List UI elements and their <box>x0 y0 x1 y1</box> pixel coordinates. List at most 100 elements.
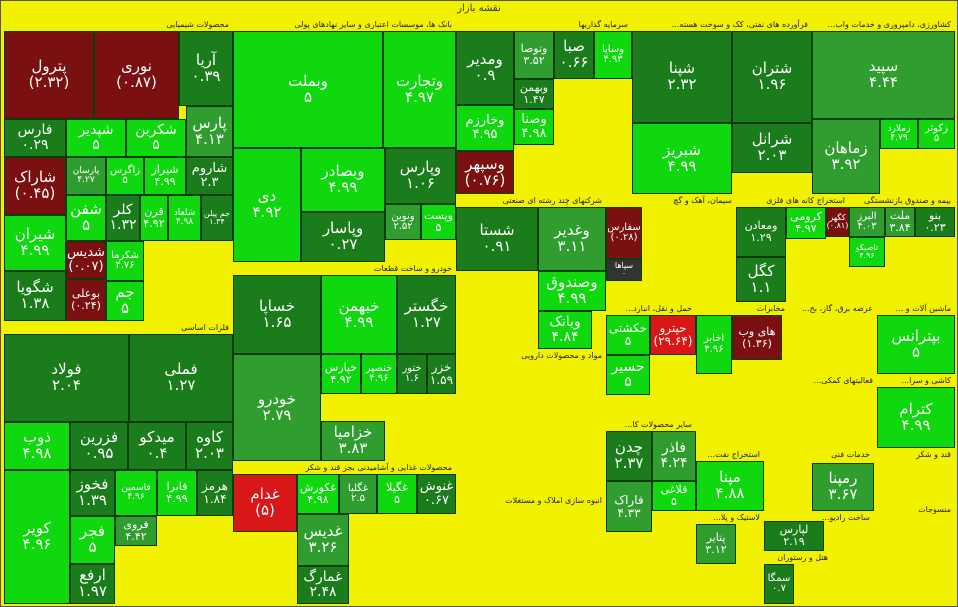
stock-tile[interactable]: خگستر ۱.۲۷ <box>397 275 456 354</box>
stock-tile[interactable]: فاسمین ۴.۹۶ <box>115 470 157 516</box>
stock-tile[interactable]: میدکو ۰.۴ <box>128 422 186 470</box>
stock-tile[interactable]: فاذر ۴.۲۴ <box>652 431 696 481</box>
stock-tile[interactable]: جم ۵ <box>106 281 144 321</box>
stock-tile[interactable]: ختور ۱.۶ <box>397 354 427 394</box>
stock-tile[interactable]: وبصادر ۴.۹۹ <box>301 148 385 212</box>
stock-tile[interactable]: شپدیر ۵ <box>66 119 126 157</box>
stock-tile[interactable]: شرانل ۲.۰۳ <box>732 123 812 173</box>
stock-tile[interactable]: شبریز ۴.۹۹ <box>632 123 732 194</box>
stock-tile[interactable]: های وب (۱.۳۶) <box>732 315 782 360</box>
stock-tile[interactable]: زاگرس ۵ <box>106 157 144 195</box>
stock-tile[interactable]: سپید ۴.۴۴ <box>812 31 955 119</box>
stock-tile[interactable]: زماهان ۳.۹۲ <box>812 119 880 194</box>
stock-tile[interactable]: وسپهر (۰.۷۶) <box>456 151 514 194</box>
stock-tile[interactable]: حکشتی ۵ <box>606 315 650 355</box>
stock-tile[interactable]: فارس ۰.۲۹ <box>4 119 66 157</box>
stock-tile[interactable]: نوری (۰.۸۷) <box>94 31 179 119</box>
stock-tile[interactable]: شلعاد ۴.۹۸ <box>168 195 201 241</box>
stock-tile[interactable]: پارس ۴.۱۳ <box>186 106 233 157</box>
stock-tile[interactable]: قرن ۴.۹۲ <box>140 195 168 241</box>
stock-tile[interactable]: وبهمن ۱.۴۷ <box>514 79 554 109</box>
stock-tile[interactable]: شگویا ۱.۳۸ <box>4 271 66 321</box>
stock-tile[interactable]: خزامیا ۳.۸۳ <box>321 421 385 461</box>
stock-tile[interactable]: کلر ۱.۳۲ <box>106 195 140 241</box>
stock-tile[interactable]: فجر ۵ <box>70 516 115 564</box>
stock-tile[interactable]: وخارزم ۴.۹۵ <box>456 105 514 151</box>
stock-tile[interactable]: وغدیر ۳.۱۱ <box>538 207 606 271</box>
stock-tile[interactable]: تاصیکو ۴.۹۶ <box>849 237 885 267</box>
stock-tile[interactable]: کگهر (۰.۸۱) <box>826 207 849 237</box>
stock-tile[interactable]: بوعلی (۰.۲۴) <box>66 279 106 321</box>
stock-tile[interactable]: زکوثر ۵ <box>918 119 955 149</box>
stock-tile[interactable]: وبانک ۴.۸۴ <box>538 311 592 349</box>
stock-tile[interactable]: دی ۴.۹۲ <box>233 148 301 262</box>
stock-tile[interactable]: وتجارت ۴.۹۷ <box>383 31 456 148</box>
stock-tile[interactable]: خبهمن ۴.۹۹ <box>321 275 397 354</box>
stock-tile[interactable]: کترام ۴.۹۹ <box>877 387 955 448</box>
stock-tile[interactable]: شتران ۱.۹۶ <box>732 31 812 123</box>
stock-tile[interactable]: ذوب ۴.۹۸ <box>4 422 70 470</box>
stock-tile[interactable]: فملی ۱.۲۷ <box>129 334 233 422</box>
stock-tile[interactable]: شکرما ۴.۷۶ <box>106 241 144 281</box>
stock-tile[interactable]: بنو ۰.۲۳ <box>915 207 955 237</box>
stock-tile[interactable]: خپارس ۴.۹۲ <box>321 354 361 394</box>
stock-tile[interactable]: البرز ۴.۰۳ <box>849 207 885 237</box>
stock-tile[interactable]: کرومی ۴.۹۷ <box>786 207 826 239</box>
stock-tile[interactable]: غنوش ۰.۶۷ <box>417 474 456 514</box>
stock-tile[interactable]: وصنا ۴.۹۸ <box>514 109 554 145</box>
stock-tile[interactable]: فابرا ۴.۹۹ <box>157 470 197 516</box>
stock-tile[interactable]: سمگا ۰.۷ <box>764 564 794 604</box>
stock-tile[interactable]: سپاها ۰ <box>606 259 642 281</box>
stock-tile[interactable]: شپنا ۲.۳۲ <box>632 31 732 123</box>
stock-tile[interactable]: کویر ۴.۹۶ <box>4 470 70 604</box>
stock-tile[interactable]: شیراز ۴.۹۹ <box>144 157 186 195</box>
stock-tile[interactable]: فزرین ۰.۹۵ <box>70 422 128 470</box>
stock-tile[interactable]: شاروم ۲.۳ <box>186 157 233 195</box>
stock-tile[interactable]: غمارگ ۲.۴۸ <box>297 566 349 604</box>
stock-tile[interactable]: شاراک (۰.۴۵) <box>4 157 66 215</box>
stock-tile[interactable]: کاوه ۲.۰۳ <box>186 422 233 470</box>
stock-tile[interactable]: وسایا ۴.۹۳ <box>594 31 632 79</box>
stock-tile[interactable]: وصندوق ۴.۹۹ <box>538 271 606 311</box>
stock-tile[interactable]: بپترانس ۵ <box>877 315 955 374</box>
stock-tile[interactable]: ومعادن ۱.۲۹ <box>736 207 786 257</box>
stock-tile[interactable]: جم پیلن ۱.۳۴ <box>201 195 233 241</box>
stock-tile[interactable]: ونوین ۲.۵۲ <box>385 204 421 240</box>
stock-tile[interactable]: غدام (۵) <box>233 474 297 532</box>
stock-tile[interactable]: غکورش ۴.۹۸ <box>297 474 339 514</box>
stock-tile[interactable]: ملت ۳.۸۴ <box>885 207 915 237</box>
stock-tile[interactable]: چدن ۲.۳۷ <box>606 431 652 481</box>
stock-tile[interactable]: آریا ۰.۳۹ <box>179 31 233 106</box>
stock-tile[interactable]: رمپنا ۳.۶۷ <box>812 463 874 511</box>
stock-tile[interactable]: شستا ۰.۹۱ <box>456 207 538 271</box>
stock-tile[interactable]: غگیلا ۵ <box>377 474 417 514</box>
stock-tile[interactable]: فخوز ۱.۳۹ <box>70 470 115 516</box>
stock-tile[interactable]: شفن ۵ <box>66 195 106 241</box>
stock-tile[interactable]: شدیس (۰.۰۷) <box>66 241 106 279</box>
stock-tile[interactable]: خساپا ۱.۶۵ <box>233 275 321 354</box>
stock-tile[interactable]: خزر ۱.۵۹ <box>427 354 456 394</box>
stock-tile[interactable]: مپنا ۴.۸۸ <box>696 461 764 511</box>
stock-tile[interactable]: غدیس ۳.۲۶ <box>297 514 349 566</box>
stock-tile[interactable]: پترول (۲.۳۲) <box>4 31 94 119</box>
stock-tile[interactable]: ارفع ۱.۹۷ <box>70 564 115 604</box>
stock-tile[interactable]: حسیر ۵ <box>606 355 650 395</box>
stock-tile[interactable]: خنصیر ۴.۹۶ <box>361 354 397 394</box>
stock-tile[interactable]: وپارس ۱.۰۶ <box>385 148 456 204</box>
stock-tile[interactable]: ومدیر ۰.۹ <box>456 31 514 105</box>
stock-tile[interactable]: فروی ۴.۴۲ <box>115 516 157 546</box>
stock-tile[interactable]: لپارس ۲.۱۹ <box>764 521 824 551</box>
stock-tile[interactable]: فولاد ۲.۰۴ <box>4 334 129 422</box>
stock-tile[interactable]: فاراک ۴.۳۳ <box>606 481 652 532</box>
stock-tile[interactable]: کگل ۱.۱ <box>736 257 786 302</box>
stock-tile[interactable]: وتوصا ۳.۵۲ <box>514 31 554 79</box>
stock-tile[interactable]: غگلپا ۲.۵ <box>339 474 377 514</box>
stock-tile[interactable]: خودرو ۲.۷۹ <box>233 354 321 461</box>
stock-tile[interactable]: صبا ۰.۶۶ <box>554 31 594 79</box>
stock-tile[interactable]: قلاغی ۵ <box>652 481 696 511</box>
stock-tile[interactable]: وبملت ۵ <box>233 31 383 148</box>
stock-tile[interactable]: سفارس (۰.۲۸) <box>606 207 642 259</box>
stock-tile[interactable]: وپست ۵ <box>421 204 456 240</box>
stock-tile[interactable]: شیران ۴.۹۹ <box>4 215 66 271</box>
stock-tile[interactable]: پتایر ۳.۱۲ <box>696 524 736 564</box>
